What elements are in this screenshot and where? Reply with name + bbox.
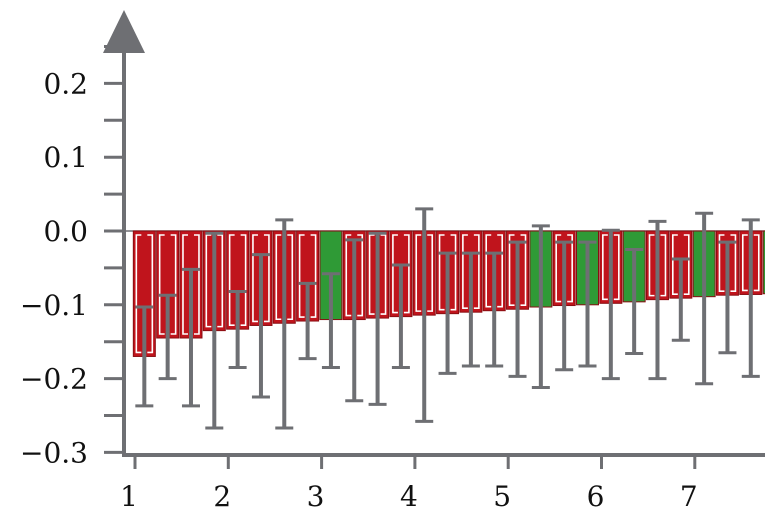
bar-item <box>645 219 669 381</box>
bar-item <box>459 230 483 368</box>
bar-bracket <box>485 234 504 308</box>
bar-item <box>622 230 646 356</box>
bar-bracket <box>135 234 154 354</box>
bar-item <box>389 230 413 370</box>
bars-group <box>132 207 765 430</box>
bar-item <box>202 230 226 430</box>
bar-item <box>412 207 436 423</box>
x-tick-label: 4 <box>400 480 418 513</box>
bar-bracket <box>462 234 480 309</box>
bar <box>762 230 765 295</box>
bar-item <box>296 230 320 361</box>
x-tick-label: 1 <box>120 480 138 513</box>
y-tick-label: 0.2 <box>43 67 88 100</box>
bar-item <box>342 230 366 403</box>
bar-bracket <box>672 234 690 295</box>
bar-item <box>156 230 180 381</box>
bar-item <box>132 230 156 408</box>
bar-bracket <box>718 234 737 293</box>
y-axis: −0.3 −0.2 −0.1 0.0 0.1 0.2 <box>20 10 145 469</box>
x-tick-label: 5 <box>493 480 511 513</box>
bar-bracket <box>368 234 387 315</box>
bar-bracket <box>205 234 224 328</box>
bar-item <box>599 228 623 381</box>
bar-bracket <box>392 234 410 314</box>
y-tick-label: −0.1 <box>20 289 88 322</box>
x-tick-label: 6 <box>587 480 605 513</box>
bar-item <box>272 218 296 430</box>
bar-bracket <box>438 234 457 311</box>
bar-bracket <box>228 234 247 326</box>
bar-item <box>715 230 739 355</box>
bar-bracket <box>555 234 573 303</box>
x-axis: 1 2 3 4 5 6 7 <box>120 230 765 513</box>
bar-item <box>366 230 390 406</box>
bar-item <box>529 224 553 389</box>
bar-item <box>436 230 460 375</box>
bar-bracket <box>508 234 527 307</box>
bar-item <box>552 230 576 372</box>
bar-item <box>226 230 250 370</box>
bar-bracket <box>415 234 434 312</box>
bar-bracket <box>252 234 270 323</box>
bar-item <box>482 230 506 368</box>
bar-item <box>179 230 203 408</box>
bar-bracket <box>182 234 200 335</box>
bar-item <box>576 230 600 368</box>
bar-item <box>669 230 693 342</box>
y-tick-label: 0.0 <box>43 215 88 248</box>
x-tick-label: 2 <box>213 480 231 513</box>
bar-item <box>762 230 765 295</box>
y-tick-label: −0.2 <box>20 363 88 396</box>
bar-item <box>249 230 273 399</box>
bar-bracket <box>158 234 177 335</box>
bar-bracket <box>345 234 364 317</box>
x-tick-label: 3 <box>307 480 325 513</box>
bar-item <box>506 230 530 378</box>
y-axis-arrow-icon <box>103 10 145 53</box>
bar-bracket <box>648 234 667 297</box>
bar-item <box>739 218 763 378</box>
bar-bracket <box>275 234 294 321</box>
bar-bracket <box>298 234 317 318</box>
y-tick-label: −0.3 <box>20 436 88 469</box>
x-tick-label: 7 <box>680 480 698 513</box>
bar-item <box>319 230 343 370</box>
bar-item <box>692 211 716 386</box>
y-tick-label: 0.1 <box>43 141 88 174</box>
bar-bracket <box>741 234 760 292</box>
bar-bracket <box>602 234 620 301</box>
